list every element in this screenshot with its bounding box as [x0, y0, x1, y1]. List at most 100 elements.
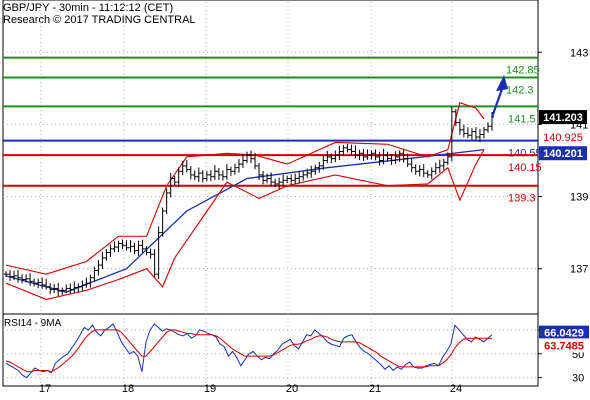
price-bar	[317, 161, 322, 173]
price-bar	[453, 108, 458, 127]
price-bar	[136, 240, 141, 256]
price-bar	[249, 150, 254, 164]
price-bar	[269, 172, 274, 187]
level-label-141.5: 141.5	[508, 113, 536, 125]
price-bar	[112, 241, 117, 253]
price-bar	[160, 207, 165, 237]
price-bar	[208, 169, 213, 182]
price-bar	[12, 270, 17, 281]
rsi-value-box-signal	[539, 338, 589, 353]
price-bar	[401, 149, 406, 163]
price-bar	[473, 127, 478, 141]
price-bar	[465, 127, 470, 139]
price-bar	[393, 151, 398, 164]
rsi-value-label-rsi: 66.0429	[544, 328, 584, 340]
price-bar	[36, 278, 41, 289]
price-box-label-141.203: 141.203	[543, 112, 583, 124]
bollinger-upper-band	[5, 102, 485, 275]
price-bar	[108, 244, 113, 257]
price-bar	[40, 277, 45, 289]
rsi-value-label-signal: 63.7485	[544, 340, 584, 352]
price-bar	[244, 151, 249, 164]
price-bar	[369, 150, 374, 160]
price-bar	[120, 239, 125, 250]
price-bar	[333, 150, 338, 163]
price-bar	[84, 277, 89, 288]
price-bar	[345, 143, 350, 153]
level-label-140.55: 140.55	[508, 148, 542, 160]
price-bar	[52, 284, 57, 294]
price-bar	[409, 157, 414, 173]
price-bar	[20, 274, 25, 284]
price-bar	[289, 174, 294, 185]
price-bar	[273, 178, 278, 188]
price-bar	[337, 145, 342, 161]
x-tick-label: 19	[204, 383, 216, 395]
price-bar	[253, 153, 258, 170]
price-bar	[357, 149, 362, 161]
level-label-142.85: 142.85	[506, 65, 540, 77]
chart-title: GBP/JPY - 30min - 11:12:12 (CET)	[3, 2, 174, 14]
level-label-140.15: 140.15	[508, 162, 542, 174]
price-bar	[429, 167, 434, 180]
price-bar	[381, 148, 386, 165]
projection-arrowhead	[496, 75, 508, 92]
price-bar	[301, 171, 306, 181]
price-bar	[76, 283, 81, 293]
price-bar	[481, 126, 486, 139]
price-bar	[4, 271, 8, 278]
price-bar	[212, 165, 217, 181]
price-box-label-140.925: 140.925	[543, 132, 583, 144]
price-bar	[469, 128, 474, 140]
price-bar	[457, 118, 462, 135]
price-bar	[96, 260, 101, 276]
price-bar	[104, 249, 109, 261]
price-bar	[297, 170, 302, 184]
price-bar	[44, 278, 49, 290]
price-bar	[148, 248, 153, 259]
rsi-tick-label: 30	[572, 373, 584, 385]
price-bar	[313, 164, 318, 175]
price-bar	[433, 162, 438, 175]
x-tick-label: 20	[286, 383, 298, 395]
price-bar	[128, 240, 133, 253]
price-bar	[413, 164, 418, 175]
price-bar	[152, 249, 157, 278]
price-bar	[385, 151, 390, 162]
price-bar	[421, 163, 426, 178]
price-bar	[477, 128, 482, 143]
price-bar	[461, 124, 466, 138]
price-bar	[321, 155, 326, 170]
price-bar	[216, 167, 221, 180]
rsi-series-9ma	[5, 329, 492, 373]
price-tick-label: 137	[570, 264, 588, 276]
price-bar	[8, 270, 13, 282]
price-tick-label: 139	[570, 192, 588, 204]
price-bar	[377, 151, 382, 166]
copyright-text: Research © 2017 TRADING CENTRAL	[3, 14, 196, 26]
price-bar	[24, 274, 29, 283]
price-bar	[361, 148, 366, 161]
price-bar	[92, 266, 97, 282]
price-bar	[389, 154, 394, 165]
rsi-series-rsi14	[5, 323, 493, 379]
price-bar	[425, 170, 430, 178]
bollinger-lower-band	[5, 149, 485, 300]
price-bar	[204, 170, 209, 182]
price-bar	[329, 153, 334, 164]
moving-average-line	[5, 149, 485, 293]
price-bar	[88, 274, 93, 288]
price-bar	[48, 283, 53, 295]
price-bar	[60, 287, 65, 296]
price-bar	[220, 170, 225, 181]
price-bar	[257, 163, 262, 180]
main-panel-frame	[2, 0, 539, 315]
price-box-label-140.201: 140.201	[543, 148, 583, 160]
price-bar	[261, 170, 266, 185]
price-box-140.201	[539, 146, 587, 161]
x-tick-label: 17	[39, 383, 51, 395]
price-bar	[417, 164, 422, 177]
price-bar	[168, 172, 173, 198]
price-bar	[305, 168, 310, 178]
